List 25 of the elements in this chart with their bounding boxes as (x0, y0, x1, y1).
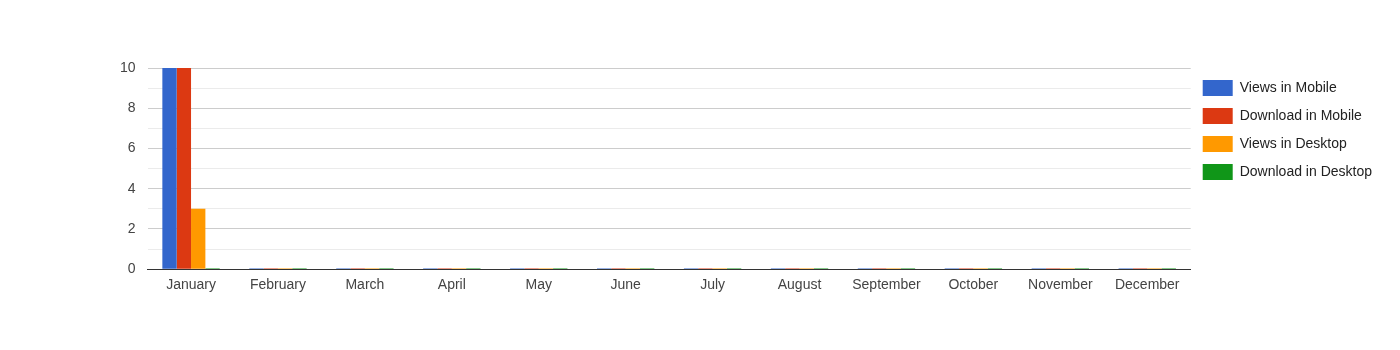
bar (176, 68, 192, 269)
x-tick-label: June (610, 276, 642, 293)
y-tick-label: 6 (127, 139, 136, 156)
y-tick-label: 2 (127, 219, 136, 236)
legend-label: Views in Mobile (1239, 78, 1337, 95)
x-tick-label: October (948, 276, 999, 293)
x-tick-label: February (249, 276, 306, 293)
x-tick-label: December (1114, 276, 1180, 293)
x-tick-label: August (777, 276, 822, 293)
x-tick-label: July (700, 276, 726, 293)
x-tick-label: April (437, 276, 466, 293)
legend-label: Views in Desktop (1239, 134, 1348, 151)
bar (191, 208, 206, 269)
x-tick-label: May (525, 276, 552, 293)
x-tick-label: September (852, 276, 922, 293)
legend-label: Download in Desktop (1239, 162, 1373, 179)
y-tick-label: 10 (119, 58, 136, 75)
y-tick-label: 4 (127, 179, 136, 196)
bar (162, 68, 177, 269)
y-tick-label: 0 (127, 260, 136, 277)
x-tick-label: January (166, 276, 216, 293)
legend-label: Download in Mobile (1239, 106, 1363, 123)
x-tick-label: November (1028, 276, 1093, 293)
x-tick-label: March (345, 276, 385, 293)
y-tick-label: 8 (127, 99, 136, 116)
